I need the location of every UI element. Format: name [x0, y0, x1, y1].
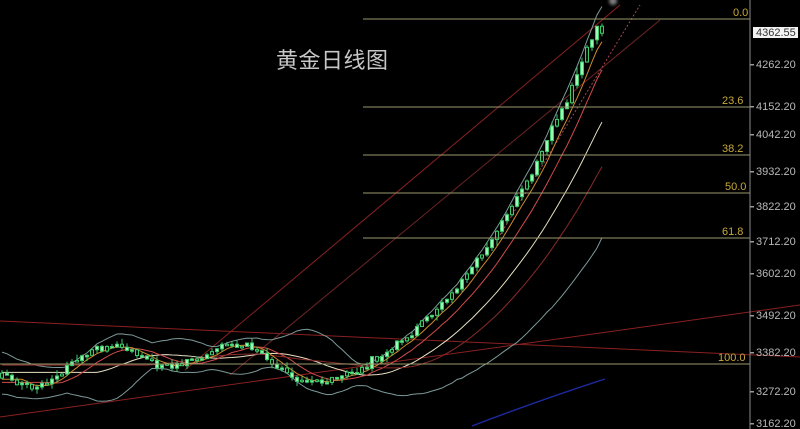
- svg-text:38.2: 38.2: [722, 143, 743, 155]
- svg-text:50.0: 50.0: [725, 181, 746, 193]
- svg-text:3712.20: 3712.20: [756, 236, 796, 248]
- svg-text:100.0: 100.0: [718, 352, 746, 364]
- svg-text:4042.20: 4042.20: [756, 129, 796, 141]
- svg-text:0.0: 0.0: [733, 7, 748, 19]
- svg-text:3932.20: 3932.20: [756, 166, 796, 178]
- svg-text:3822.20: 3822.20: [756, 201, 796, 213]
- svg-text:3492.20: 3492.20: [756, 310, 796, 322]
- svg-text:3382.20: 3382.20: [756, 347, 796, 359]
- svg-text:23.6: 23.6: [722, 95, 743, 107]
- svg-text:4262.20: 4262.20: [756, 59, 796, 71]
- svg-text:3272.20: 3272.20: [756, 386, 796, 398]
- svg-text:4152.20: 4152.20: [756, 101, 796, 113]
- svg-text:4362.55: 4362.55: [756, 27, 796, 39]
- svg-text:3162.20: 3162.20: [756, 418, 796, 429]
- svg-text:3602.20: 3602.20: [756, 268, 796, 280]
- svg-text:61.8: 61.8: [722, 226, 743, 238]
